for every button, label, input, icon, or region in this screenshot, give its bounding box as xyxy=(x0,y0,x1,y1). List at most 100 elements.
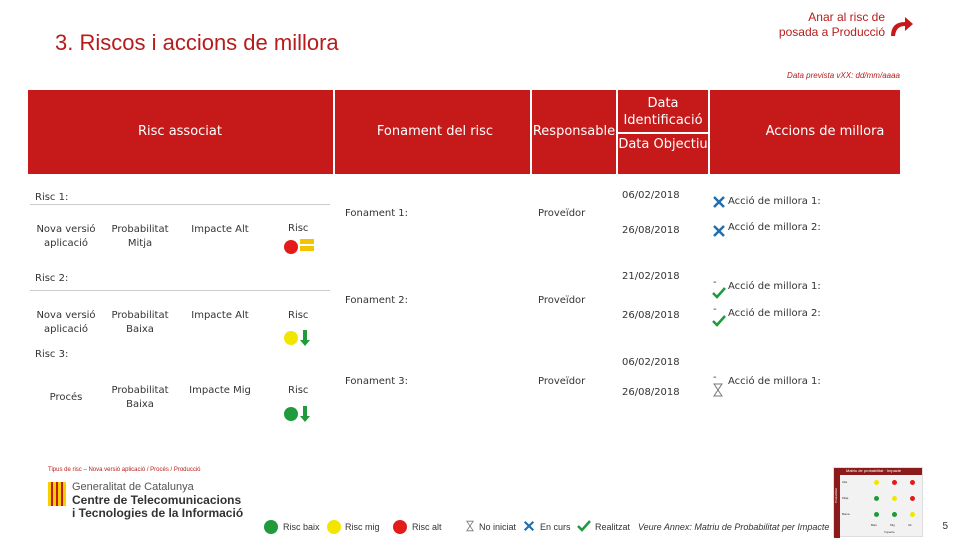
in-progress-tools-icon xyxy=(713,225,725,237)
header-target-date: Data Objectiu xyxy=(618,137,708,152)
matrix-bottom-label: Impacte xyxy=(884,530,895,534)
risk-level-label: Risc xyxy=(288,385,309,396)
risk-impact: Impacte Mig xyxy=(189,385,251,396)
row-divider xyxy=(30,204,330,205)
trend-down-icon xyxy=(300,330,310,346)
risk-high-indicator xyxy=(284,240,298,254)
legend-green-dot xyxy=(264,520,278,534)
action-item: Acció de millora 2: xyxy=(728,222,821,233)
matrix-row-label: Baixa xyxy=(842,512,850,516)
risk-impact: Impacte Alt xyxy=(191,224,249,235)
probability-impact-matrix[interactable]: Matriu de probabilitat · Impacte Probabi… xyxy=(833,467,923,538)
matrix-dot xyxy=(892,496,897,501)
hourglass-icon xyxy=(713,383,723,397)
matrix-title: Matriu de probabilitat · Impacte xyxy=(834,468,922,475)
risk-basis: Fonament 1: xyxy=(345,208,409,219)
risk-level-label: Risc xyxy=(288,223,309,234)
header-divider xyxy=(618,132,708,134)
header-divider xyxy=(708,90,710,174)
matrix-row-label: Alta xyxy=(842,480,848,484)
legend-red-dot xyxy=(393,520,407,534)
in-progress-tools-icon xyxy=(713,196,725,208)
header-basis: Fonament del risc xyxy=(376,124,494,139)
hourglass-icon xyxy=(466,520,474,532)
table-header xyxy=(28,90,900,174)
risk-probability: Probabilitat Baixa xyxy=(111,385,169,410)
action-item: Acció de millora 2: xyxy=(728,308,821,319)
matrix-side-bar xyxy=(834,475,840,538)
tools-icon xyxy=(523,520,535,532)
goto-risk-link[interactable]: Anar al risc de posada a Producció xyxy=(778,10,885,39)
risk-type: Procés xyxy=(49,392,83,403)
legend-done: Realitzat xyxy=(595,522,631,532)
trend-down-icon xyxy=(300,406,310,422)
risk-owner: Proveïdor xyxy=(538,295,586,306)
risk-mid-indicator xyxy=(284,331,298,345)
check-icon xyxy=(577,520,591,532)
page-number: 5 xyxy=(942,521,948,532)
matrix-dot xyxy=(874,512,879,517)
check-icon xyxy=(712,287,726,299)
risk-impact: Impacte Alt xyxy=(191,310,249,321)
risk-type: Nova versió aplicació xyxy=(36,310,96,335)
risk-low-indicator xyxy=(284,407,298,421)
risk-probability: Probabilitat Baixa xyxy=(111,310,169,335)
action-item: Acció de millora 1: xyxy=(728,196,821,207)
date-note: Data prevista vXX: dd/mm/aaaa xyxy=(787,71,900,80)
logo-line2: Centre de Telecomunicacions xyxy=(72,493,242,507)
risk-basis: Fonament 3: xyxy=(345,376,409,387)
matrix-dot xyxy=(874,496,879,501)
legend-in-progress: En curs xyxy=(540,522,571,532)
ident-date: 06/02/2018 xyxy=(622,357,680,368)
action-item: Acció de millora 1: xyxy=(728,281,821,292)
row-divider xyxy=(30,290,330,291)
legend-not-started: No iniciat xyxy=(479,522,517,532)
target-date: 26/08/2018 xyxy=(622,387,680,398)
legend-high: Risc alt xyxy=(412,522,442,532)
check-icon xyxy=(712,315,726,327)
header-divider xyxy=(530,90,532,174)
target-date: 26/08/2018 xyxy=(622,310,680,321)
header-ident-date: Data Identificació xyxy=(623,96,703,128)
risk-basis: Fonament 2: xyxy=(345,295,409,306)
header-actions: Accions de millora xyxy=(765,124,885,139)
risk-type: Nova versió aplicació xyxy=(36,224,96,249)
risk-label: Risc 2: xyxy=(35,273,69,284)
matrix-dot xyxy=(892,480,897,485)
risk-owner: Proveïdor xyxy=(538,208,586,219)
matrix-col-label: Baix xyxy=(871,523,877,527)
matrix-col-label: Mig xyxy=(890,523,895,527)
matrix-dot xyxy=(910,496,915,501)
matrix-row-label: Mitja xyxy=(842,496,849,500)
header-divider xyxy=(333,90,335,174)
generalitat-logo-icon xyxy=(48,482,66,506)
page-title: 3. Riscos i accions de millora xyxy=(55,30,339,55)
risk-owner: Proveïdor xyxy=(538,376,586,387)
ident-date: 21/02/2018 xyxy=(622,271,680,282)
risk-label: Risc 3: xyxy=(35,349,69,360)
redo-arrow-icon[interactable] xyxy=(887,14,915,38)
legend-low: Risc baix xyxy=(283,522,320,532)
logo-line3: i Tecnologies de la Informació xyxy=(72,506,244,520)
matrix-col-label: Alt xyxy=(908,523,912,527)
matrix-dot xyxy=(874,480,879,485)
legend-mid: Risc mig xyxy=(345,522,380,532)
risk-types-note: Tipus de risc – Nova versió aplicació / … xyxy=(48,467,201,473)
risk-level-label: Risc xyxy=(288,310,309,321)
legend-yellow-dot xyxy=(327,520,341,534)
matrix-side-label: Probabilitat xyxy=(834,488,838,504)
target-date: 26/08/2018 xyxy=(622,225,680,236)
matrix-dot xyxy=(910,480,915,485)
annex-note: Veure Annex: Matriu de Probabilitat per … xyxy=(638,522,830,532)
trend-equal-icon xyxy=(300,239,314,253)
action-dash: - xyxy=(713,304,717,315)
logo-line1: Generalitat de Catalunya xyxy=(72,481,194,493)
header-owner: Responsable xyxy=(532,124,616,139)
matrix-dot xyxy=(910,512,915,517)
header-risk: Risc associat xyxy=(138,124,222,139)
action-dash: - xyxy=(713,372,717,383)
matrix-dot xyxy=(892,512,897,517)
risk-probability: Probabilitat Mitja xyxy=(111,224,169,249)
risk-label: Risc 1: xyxy=(35,192,69,203)
ident-date: 06/02/2018 xyxy=(622,190,680,201)
